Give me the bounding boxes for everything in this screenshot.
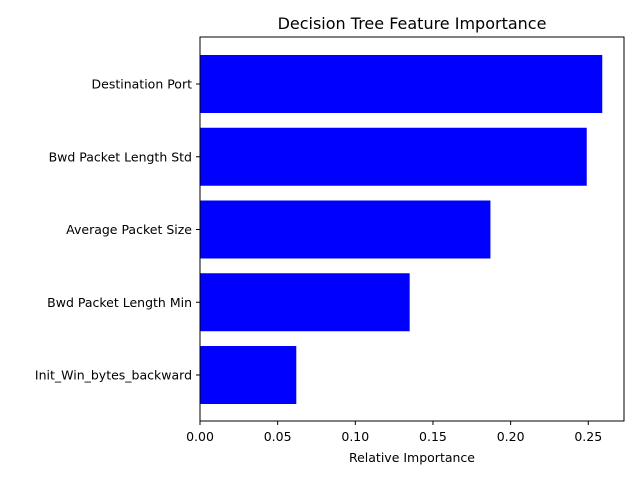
x-axis-label: Relative Importance	[349, 450, 475, 465]
bars-layer	[200, 55, 603, 404]
plot-frame	[199, 36, 625, 422]
y-tick-label-2: Average Packet Size	[66, 222, 192, 237]
bar-3	[200, 273, 410, 332]
bar-1	[200, 127, 587, 186]
x-tick-label-0: 0.00	[186, 429, 214, 444]
bar-0	[200, 55, 603, 113]
bar-2	[200, 200, 491, 259]
bar-4	[200, 346, 297, 404]
x-axis-ticks: 0.00 0.05 0.10 0.15 0.20 0.25	[186, 421, 602, 444]
y-tick-label-4: Init_Win_bytes_backward	[35, 368, 192, 383]
chart-title: Decision Tree Feature Importance	[278, 14, 547, 33]
y-tick-label-3: Bwd Packet Length Min	[47, 295, 192, 310]
x-tick-label-2: 0.10	[341, 429, 369, 444]
y-tick-label-1: Bwd Packet Length Std	[49, 149, 192, 164]
y-tick-label-0: Destination Port	[92, 77, 193, 92]
x-tick-label-3: 0.15	[419, 429, 447, 444]
x-tick-label-4: 0.20	[497, 429, 525, 444]
x-tick-label-1: 0.05	[264, 429, 292, 444]
x-tick-label-5: 0.25	[574, 429, 602, 444]
y-axis-ticks: Destination Port Bwd Packet Length Std Ave…	[35, 77, 200, 383]
